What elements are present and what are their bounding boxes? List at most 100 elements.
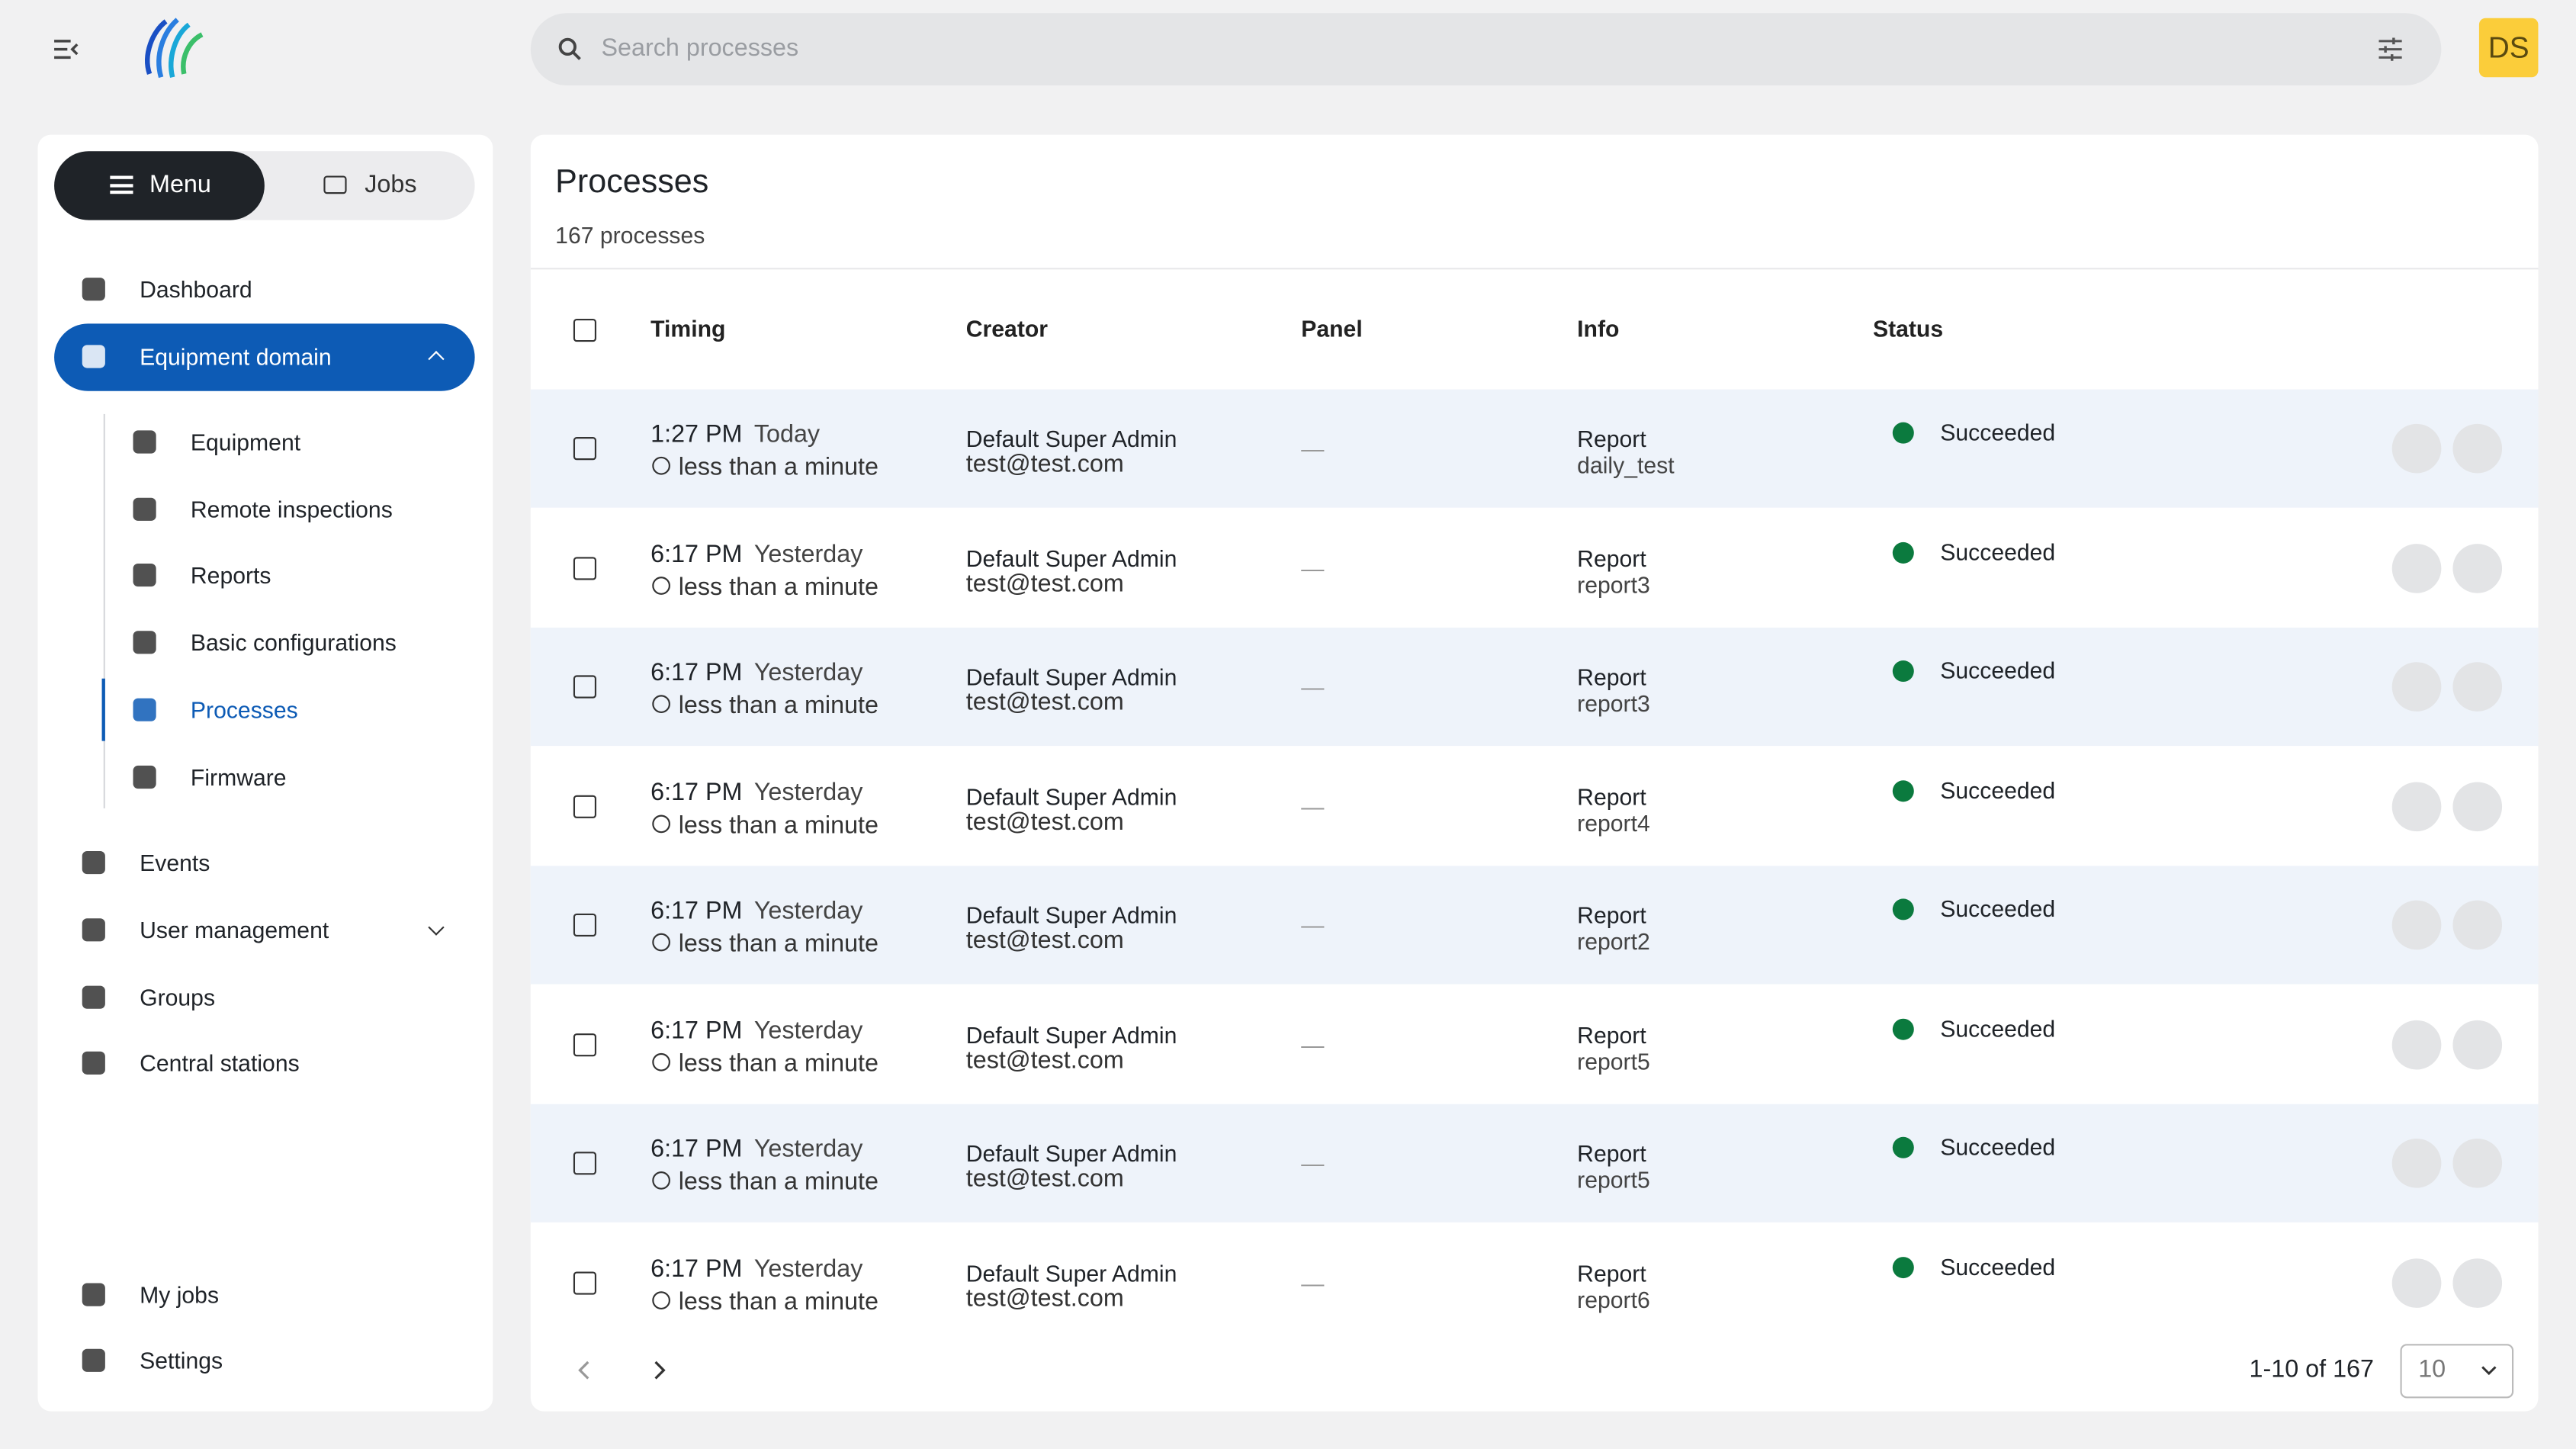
row-checkbox[interactable] [573,675,597,699]
cancel-button[interactable] [2452,662,2503,712]
status-icon [1892,1136,1914,1158]
creator-name: Default Super Admin [965,782,1177,810]
retry-button[interactable] [2391,1138,2442,1188]
filter-icon[interactable] [2378,37,2402,61]
table-row [530,1222,2539,1342]
retry-button[interactable] [2391,1258,2442,1307]
column-header: Panel [1301,315,1363,342]
menu-tab[interactable] [54,151,265,220]
row-checkbox[interactable] [573,556,597,580]
nav-item[interactable]: Equipment domain [140,343,332,370]
time: 6:17 PM [650,897,743,925]
status: Succeeded [1940,1133,2056,1160]
cancel-button[interactable] [2452,1138,2503,1188]
sub-nav-item[interactable]: Basic configurations [190,629,397,656]
clock-icon [652,1171,670,1190]
day: Yesterday [753,1016,863,1045]
retry-button[interactable] [2391,900,2442,950]
table-row [530,508,2539,627]
nav-item[interactable]: Settings [140,1347,223,1374]
retry-button[interactable] [2391,662,2442,712]
row-checkbox[interactable] [573,913,597,937]
status-icon [1892,1255,1914,1277]
jobs-tab-label[interactable]: Jobs [365,171,417,199]
table-row [530,866,2539,985]
nav-item[interactable]: My jobs [140,1281,220,1308]
sub-nav-item[interactable]: Reports [190,561,271,589]
menu-tab-label[interactable]: Menu [149,171,211,199]
clock-icon [652,456,670,475]
divider [530,268,2539,270]
active-nav[interactable] [54,323,475,391]
row-checkbox[interactable] [573,437,597,461]
creator-name: Default Super Admin [965,1140,1177,1167]
retry-button[interactable] [2391,423,2442,474]
sub-nav-item[interactable]: Firmware [190,763,287,791]
creator-name: Default Super Admin [965,1020,1177,1048]
nav-icon [82,985,105,1009]
relative-time: less than a minute [678,1168,879,1197]
status-icon [1892,779,1914,802]
creator-name: Default Super Admin [965,901,1177,929]
cancel-button[interactable] [2452,1019,2503,1069]
page-size-select[interactable] [2400,1344,2514,1399]
cancel-button[interactable] [2452,1258,2503,1307]
table-row [530,627,2539,747]
status-icon [1892,660,1914,683]
clock-icon [652,1052,670,1071]
prev-page[interactable] [578,1361,591,1380]
sub-nav-item[interactable]: Equipment [190,429,301,455]
retry-button[interactable] [2391,1019,2442,1069]
row-checkbox[interactable] [573,1271,597,1294]
table-row [530,985,2539,1104]
cancel-button[interactable] [2452,543,2503,593]
select-arrow [2481,1366,2497,1376]
nav-item[interactable]: User management [140,917,329,943]
menu-toggle[interactable] [54,40,79,59]
status: Succeeded [1940,1014,2056,1041]
time: 6:17 PM [650,539,743,568]
search-bar[interactable] [530,13,2442,86]
avatar[interactable] [2478,18,2539,78]
panel: — [1301,1269,1325,1296]
creator-name: Default Super Admin [965,425,1177,452]
next-page[interactable] [652,1361,666,1380]
search-placeholder: Search processes [601,34,799,63]
sub-nav-indicator [101,678,105,741]
nav-item[interactable]: Dashboard [140,275,252,303]
info-type: Report [1577,425,1646,452]
row-checkbox[interactable] [573,1033,597,1056]
table-row [530,389,2539,508]
status-icon [1892,422,1914,444]
row-checkbox[interactable] [573,794,597,818]
relative-time: less than a minute [678,811,879,839]
nav-icon [82,278,105,301]
status: Succeeded [1940,1252,2056,1280]
sub-nav-item[interactable]: Remote inspections [190,496,393,523]
table-row [530,1104,2539,1222]
retry-button[interactable] [2391,781,2442,831]
page-size: 10 [2418,1355,2446,1383]
status: Succeeded [1940,776,2056,803]
cancel-button[interactable] [2452,423,2503,474]
nav-item[interactable]: Central stations [140,1049,300,1077]
status-icon [1892,898,1914,920]
time: 1:27 PM [650,420,743,449]
nav-item[interactable]: Events [140,849,210,876]
nav-item[interactable]: Groups [140,984,216,1010]
day: Yesterday [753,1254,863,1283]
cancel-button[interactable] [2452,900,2503,950]
sub-nav-icon [133,631,156,654]
creator-email: test@test.com [965,450,1124,478]
panel: — [1301,792,1325,819]
cancel-button[interactable] [2452,781,2503,831]
day: Yesterday [753,658,863,687]
logo [145,18,204,79]
search-icon [558,37,581,60]
row-checkbox[interactable] [573,1152,597,1175]
select-all-checkbox[interactable] [573,318,597,342]
panel: — [1301,1030,1325,1058]
retry-button[interactable] [2391,543,2442,593]
sub-nav-item[interactable]: Processes [190,696,298,723]
